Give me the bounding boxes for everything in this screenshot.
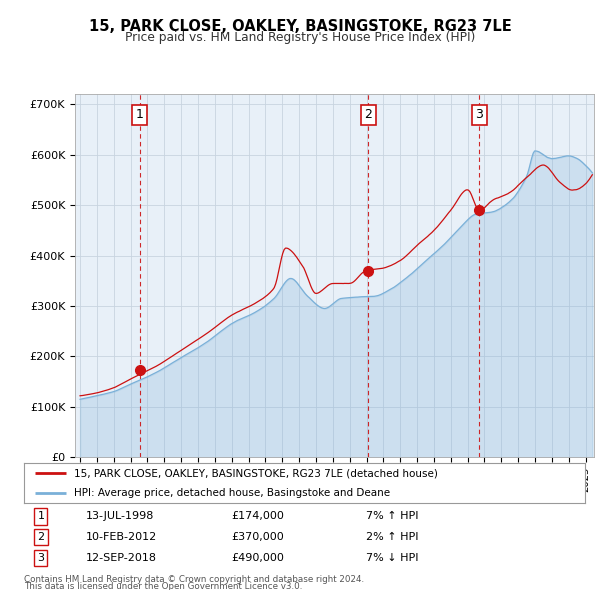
Text: 12-SEP-2018: 12-SEP-2018 xyxy=(86,553,157,563)
Text: 2% ↑ HPI: 2% ↑ HPI xyxy=(366,532,419,542)
Text: Contains HM Land Registry data © Crown copyright and database right 2024.: Contains HM Land Registry data © Crown c… xyxy=(24,575,364,584)
Text: 15, PARK CLOSE, OAKLEY, BASINGSTOKE, RG23 7LE: 15, PARK CLOSE, OAKLEY, BASINGSTOKE, RG2… xyxy=(89,19,511,34)
Text: 2: 2 xyxy=(364,108,373,121)
Text: 10-FEB-2012: 10-FEB-2012 xyxy=(86,532,157,542)
Text: This data is licensed under the Open Government Licence v3.0.: This data is licensed under the Open Gov… xyxy=(24,582,302,590)
Text: Price paid vs. HM Land Registry's House Price Index (HPI): Price paid vs. HM Land Registry's House … xyxy=(125,31,475,44)
Text: 1: 1 xyxy=(37,512,44,522)
Text: 7% ↓ HPI: 7% ↓ HPI xyxy=(366,553,419,563)
Text: 13-JUL-1998: 13-JUL-1998 xyxy=(86,512,154,522)
Text: 3: 3 xyxy=(475,108,484,121)
Text: 15, PARK CLOSE, OAKLEY, BASINGSTOKE, RG23 7LE (detached house): 15, PARK CLOSE, OAKLEY, BASINGSTOKE, RG2… xyxy=(74,468,439,478)
Text: £174,000: £174,000 xyxy=(232,512,284,522)
Text: 1: 1 xyxy=(136,108,143,121)
Text: 3: 3 xyxy=(37,553,44,563)
Text: £490,000: £490,000 xyxy=(232,553,284,563)
Text: 2: 2 xyxy=(37,532,44,542)
Text: HPI: Average price, detached house, Basingstoke and Deane: HPI: Average price, detached house, Basi… xyxy=(74,488,391,497)
Text: 7% ↑ HPI: 7% ↑ HPI xyxy=(366,512,419,522)
Text: £370,000: £370,000 xyxy=(232,532,284,542)
